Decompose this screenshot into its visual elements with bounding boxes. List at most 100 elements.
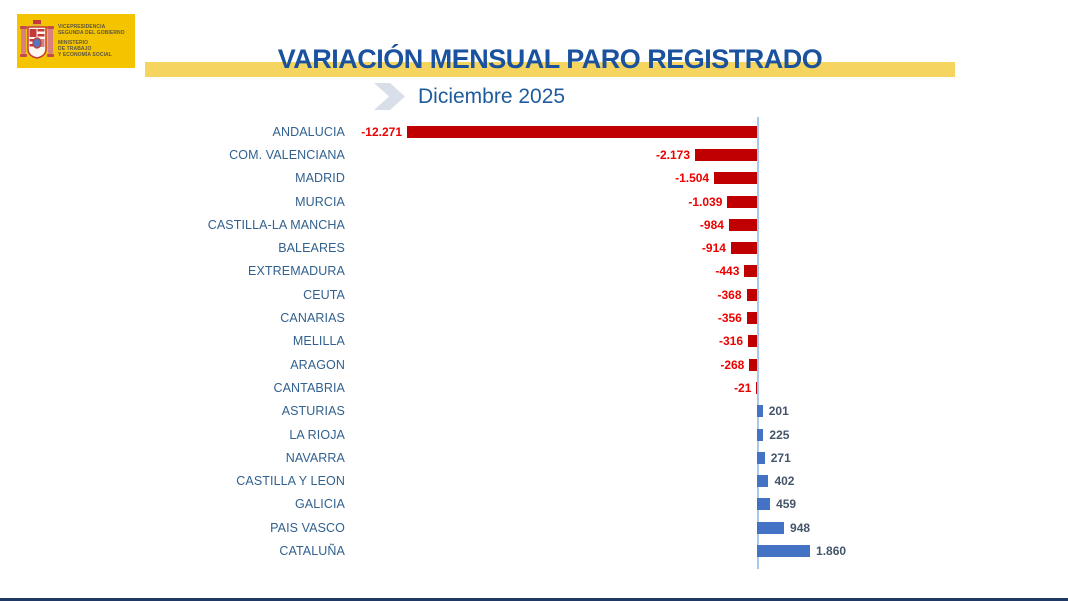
value-label: 948 (790, 520, 811, 535)
region-label: ANDALUCIA (272, 124, 345, 139)
bar-zone: -316 (345, 330, 1010, 353)
bar-zone: -1.039 (345, 190, 1010, 213)
negative-bar (756, 381, 757, 394)
region-label: LA RIOJA (289, 427, 345, 442)
chart-row: CANARIAS -356 (150, 306, 1010, 329)
negative-bar (744, 265, 757, 278)
chevron-right-icon (374, 83, 405, 110)
positive-bar (757, 544, 811, 557)
region-label: CANARIAS (280, 311, 345, 326)
zero-axis-line (757, 117, 759, 569)
logo-text: VICEPRESIDENCIA SEGUNDA DEL GOBIERNO MIN… (58, 24, 125, 58)
chart-rows: ANDALUCIA -12.271 COM. VALENCIANA -2.173 MAD… (150, 120, 1010, 563)
region-label: EXTREMADURA (248, 264, 345, 279)
chart-row: ARAGON -268 (150, 353, 1010, 376)
chart-row: EXTREMADURA -443 (150, 260, 1010, 283)
region-label: CASTILLA-LA MANCHA (207, 217, 345, 232)
subtitle-row: Diciembre 2025 (374, 83, 565, 110)
region-label: PAIS VASCO (270, 520, 345, 535)
value-label: -268 (720, 357, 745, 372)
region-label: MURCIA (295, 194, 345, 209)
logo-line: MINISTERIO (58, 40, 89, 46)
chart-row: GALICIA 459 (150, 493, 1010, 516)
bar-zone: -268 (345, 353, 1010, 376)
chart-subtitle: Diciembre 2025 (418, 84, 566, 108)
value-label: -1.039 (688, 194, 723, 209)
spain-coat-of-arms-icon (20, 20, 54, 59)
bar-zone: -356 (345, 306, 1010, 329)
region-label: MELILLA (292, 334, 345, 349)
chart-row: CASTILLA Y LEON 402 (150, 469, 1010, 492)
negative-bar (727, 195, 757, 208)
value-label: -984 (699, 217, 724, 232)
value-label: -368 (717, 287, 742, 302)
chart-row: MELILLA -316 (150, 330, 1010, 353)
negative-bar (728, 218, 757, 231)
chart-row: CASTILLA-LA MANCHA -984 (150, 213, 1010, 236)
value-label: -1.504 (675, 171, 710, 186)
chart-row: CEUTA -368 (150, 283, 1010, 306)
negative-bar (407, 125, 757, 138)
chart-row: ASTURIAS 201 (150, 400, 1010, 423)
value-label: 402 (774, 474, 795, 489)
negative-bar (695, 148, 757, 161)
bar-zone: 1.860 (345, 539, 1010, 562)
region-label: CASTILLA Y LEON (236, 474, 345, 489)
bar-zone: 402 (345, 469, 1010, 492)
value-label: -356 (717, 311, 742, 326)
region-label: GALICIA (294, 497, 345, 512)
region-label: NAVARRA (285, 450, 345, 465)
value-label: -316 (718, 334, 743, 349)
value-label: -914 (701, 241, 726, 256)
region-label: CATALUÑA (279, 543, 345, 558)
negative-bar (714, 172, 757, 185)
bar-zone: -914 (345, 236, 1010, 259)
gobierno-logo: VICEPRESIDENCIA SEGUNDA DEL GOBIERNO MIN… (17, 14, 135, 68)
region-label: MADRID (295, 171, 345, 186)
negative-bar (730, 242, 757, 255)
negative-bar (747, 335, 757, 348)
bar-zone: -368 (345, 283, 1010, 306)
positive-bar (757, 475, 769, 488)
chart-row: COM. VALENCIANA -2.173 (150, 143, 1010, 166)
region-label: CANTABRIA (273, 380, 345, 395)
value-label: 201 (768, 404, 789, 419)
value-label: 459 (776, 497, 797, 512)
bar-zone: 459 (345, 493, 1010, 516)
region-label: ARAGON (290, 357, 345, 372)
value-label: -21 (734, 380, 752, 395)
value-label: -12.271 (361, 124, 402, 139)
region-label: CEUTA (303, 287, 345, 302)
chart-row: PAIS VASCO 948 (150, 516, 1010, 539)
value-label: 271 (770, 450, 791, 465)
chart-row: MADRID -1.504 (150, 167, 1010, 190)
logo-line: Y ECONOMÍA SOCIAL (58, 52, 112, 58)
value-label: 1.860 (816, 543, 847, 558)
logo-line: DE TRABAJO (58, 46, 92, 52)
positive-bar (757, 451, 765, 464)
bar-chart: ANDALUCIA -12.271 COM. VALENCIANA -2.173 MAD… (150, 117, 1010, 569)
positive-bar (757, 521, 785, 534)
value-label: -2.173 (656, 147, 691, 162)
page-title: VARIACIÓN MENSUAL PARO REGISTRADO (277, 44, 823, 74)
bar-zone: -1.504 (345, 167, 1010, 190)
positive-bar (757, 498, 771, 511)
chart-row: LA RIOJA 225 (150, 423, 1010, 446)
bar-zone: 271 (345, 446, 1010, 469)
negative-bar (746, 288, 757, 301)
bar-zone: -12.271 (345, 120, 1010, 143)
bar-zone: 201 (345, 400, 1010, 423)
chart-row: MURCIA -1.039 (150, 190, 1010, 213)
bar-zone: -2.173 (345, 143, 1010, 166)
bar-zone: -443 (345, 260, 1010, 283)
region-label: BALEARES (278, 241, 345, 256)
logo-line: SEGUNDA DEL GOBIERNO (58, 30, 125, 36)
negative-bar (746, 312, 757, 325)
chart-row: CATALUÑA 1.860 (150, 539, 1010, 562)
region-label: COM. VALENCIANA (229, 147, 345, 162)
title-highlight-stripe (145, 62, 955, 77)
value-label: 225 (769, 427, 790, 442)
logo-line: VICEPRESIDENCIA (58, 24, 106, 30)
bar-zone: 948 (345, 516, 1010, 539)
region-label: ASTURIAS (281, 404, 345, 419)
